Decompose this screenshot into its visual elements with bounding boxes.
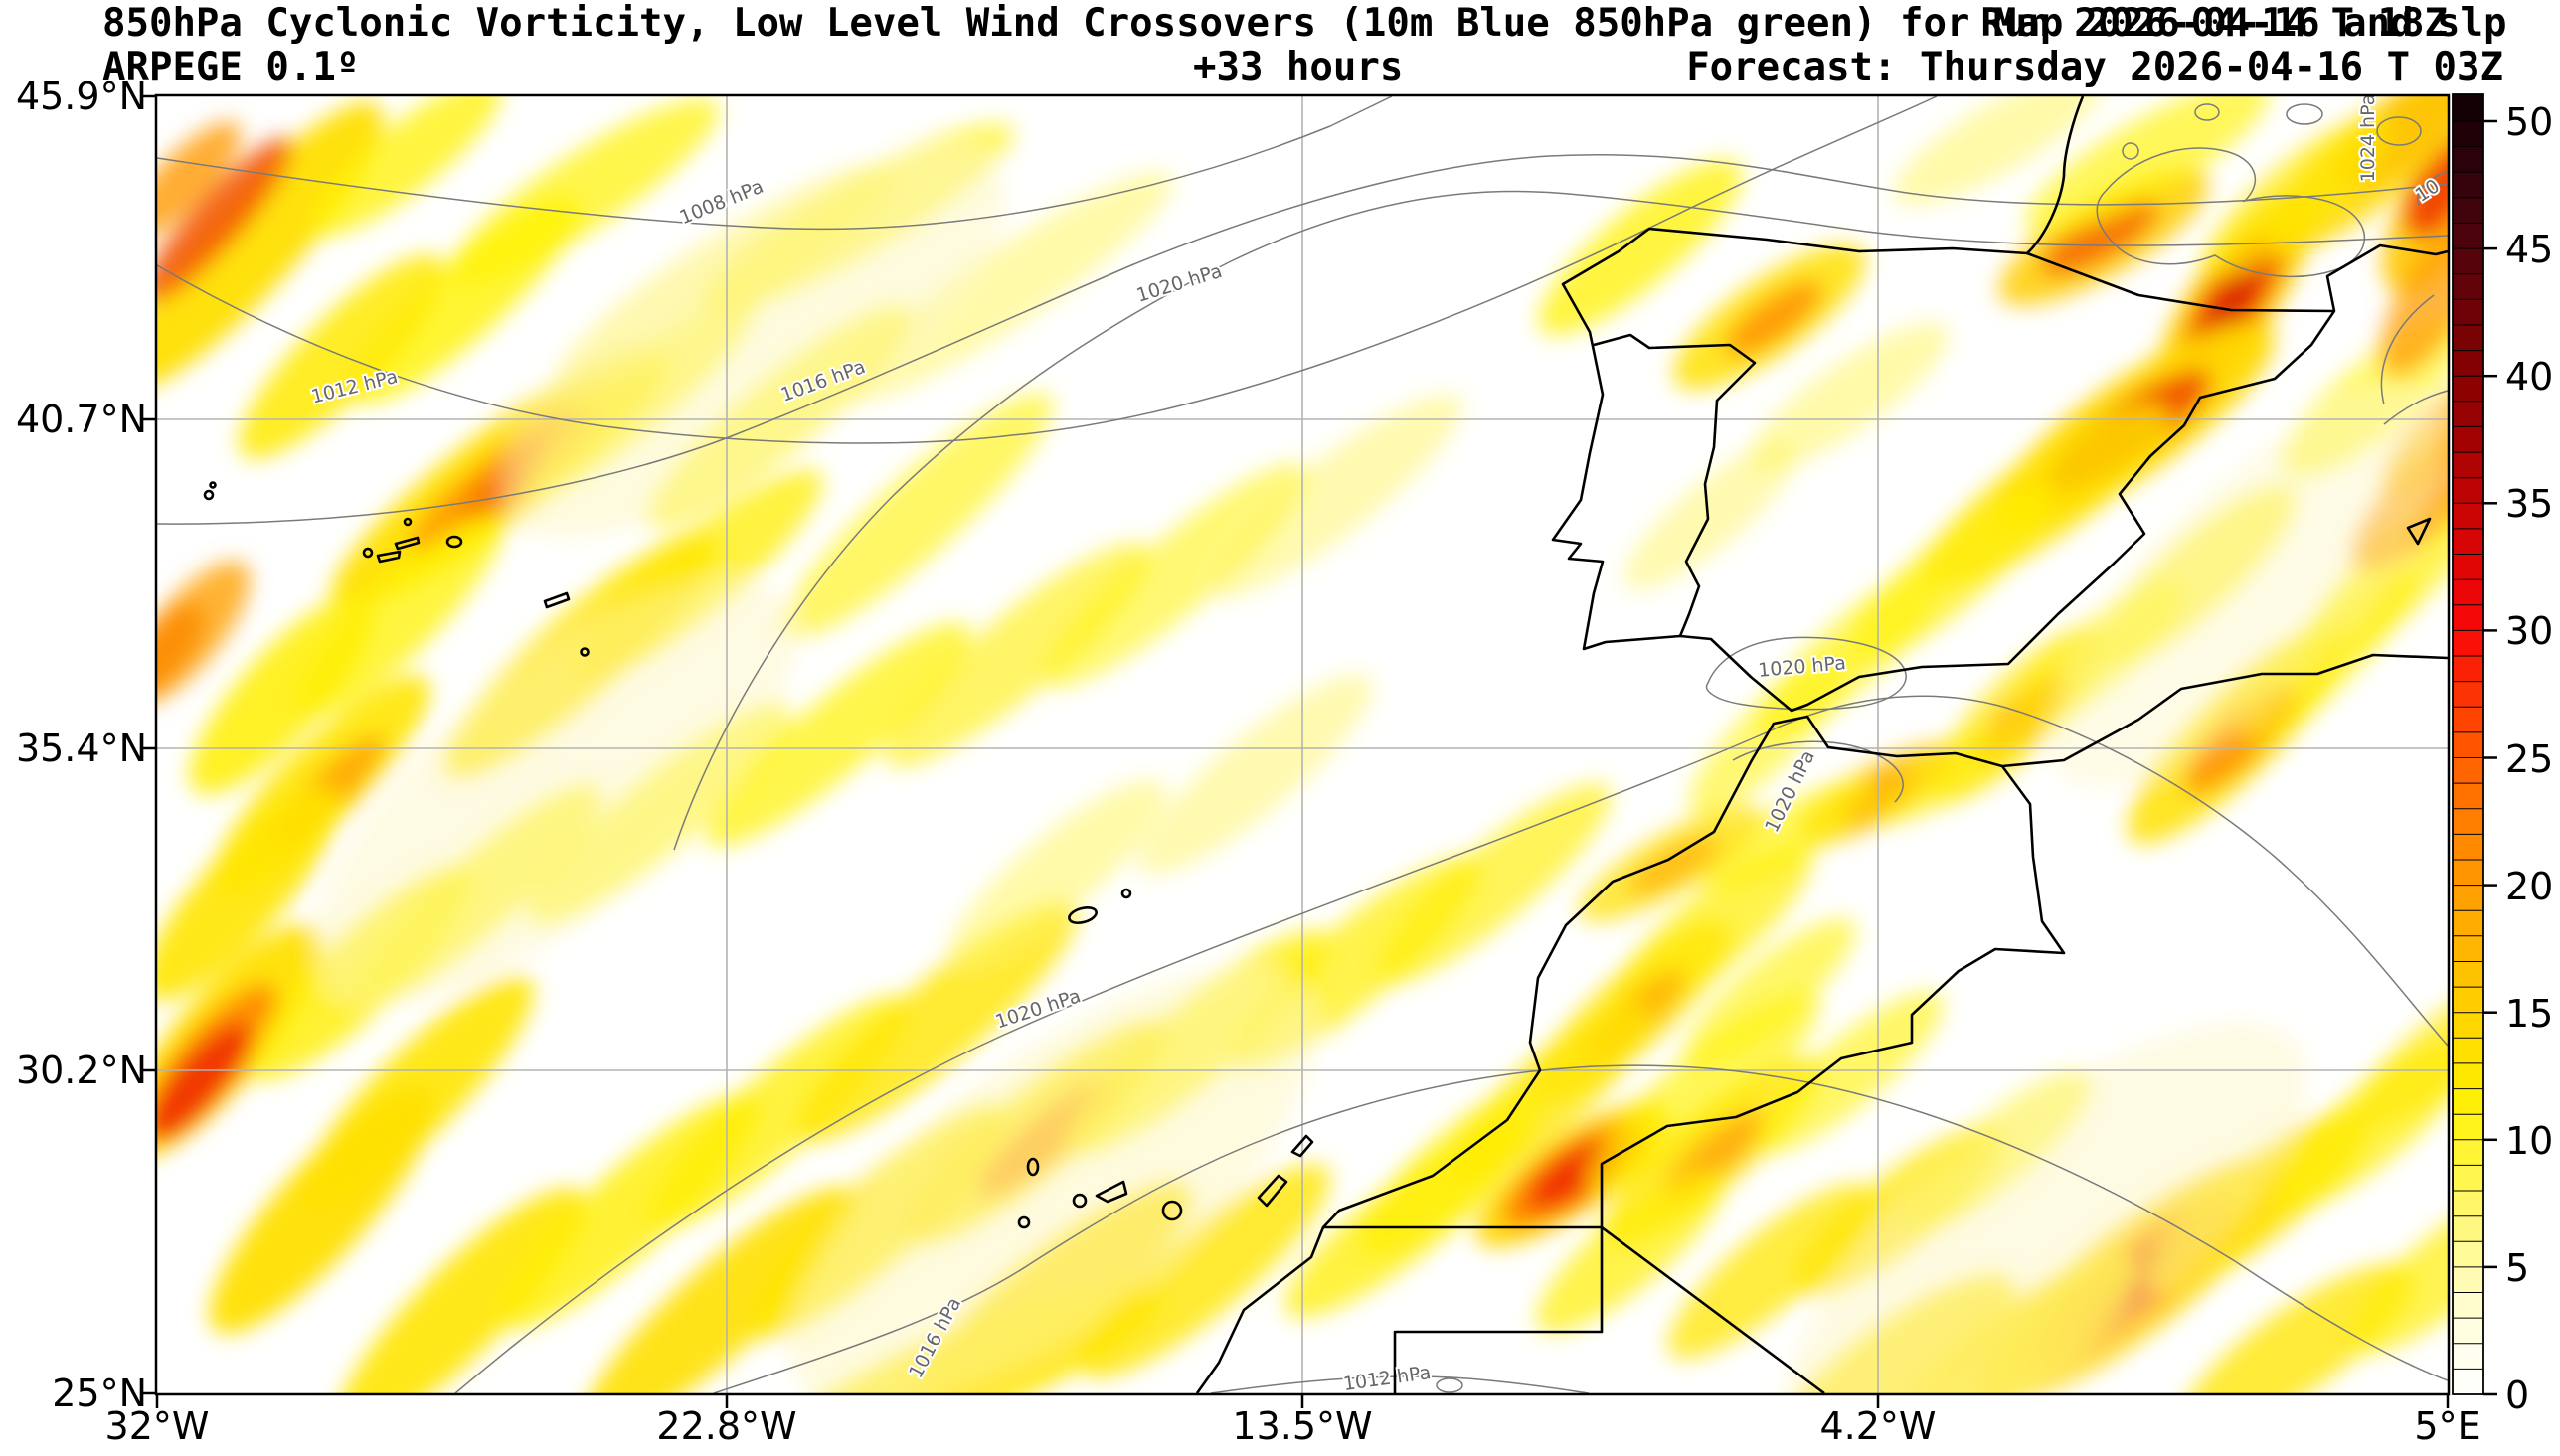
cb-tick-20: 20 [2505, 865, 2554, 908]
isobar-label: 1024 hPa [2357, 94, 2379, 183]
x-tick-22.8W: 22.8°W [656, 1404, 797, 1448]
vorticity-field [157, 96, 2448, 1393]
y-tick-25N: 25°N [52, 1372, 147, 1415]
cb-tick-35: 35 [2505, 482, 2554, 526]
cb-tick-5: 5 [2505, 1246, 2530, 1290]
isobar-contours [157, 96, 2448, 1393]
lead-time-label: +33 hours [1193, 45, 1404, 89]
y-tick-40.7N: 40.7°N [15, 398, 147, 441]
model-label: ARPEGE 0.1º [102, 45, 360, 89]
run-label: Run 2026-04-14 T 18Z [1980, 1, 2448, 46]
cb-tick-25: 25 [2505, 737, 2554, 781]
x-tick-4.2W: 4.2°W [1819, 1404, 1937, 1448]
cb-tick-15: 15 [2505, 992, 2554, 1036]
x-tick-32W: 32°W [104, 1404, 210, 1448]
cb-tick-40: 40 [2505, 355, 2554, 399]
colorbar-border [2452, 93, 2484, 1395]
chart-title: 850hPa Cyclonic Vorticity, Low Level Win… [102, 1, 2507, 46]
x-tick-5E: 5°E [2414, 1404, 2481, 1448]
cb-tick-50: 50 [2505, 100, 2554, 144]
y-tick-45.9N: 45.9°N [15, 75, 147, 118]
colorbar-ticks [2483, 119, 2497, 1396]
cb-tick-45: 45 [2505, 228, 2554, 271]
graticule [157, 96, 2448, 1393]
y-tick-30.2N: 30.2°N [15, 1049, 147, 1092]
cb-tick-10: 10 [2505, 1119, 2554, 1163]
axis-ticks [142, 94, 2450, 1408]
forecast-label: Forecast: Thursday 2026-04-16 T 03Z [1686, 45, 2503, 89]
cb-tick-30: 30 [2505, 609, 2554, 653]
coastlines [203, 96, 2448, 1393]
x-tick-13.5W: 13.5°W [1232, 1404, 1373, 1448]
cb-tick-0: 0 [2505, 1374, 2530, 1417]
y-tick-35.4N: 35.4°N [15, 727, 147, 770]
colorbar [2453, 94, 2483, 1395]
